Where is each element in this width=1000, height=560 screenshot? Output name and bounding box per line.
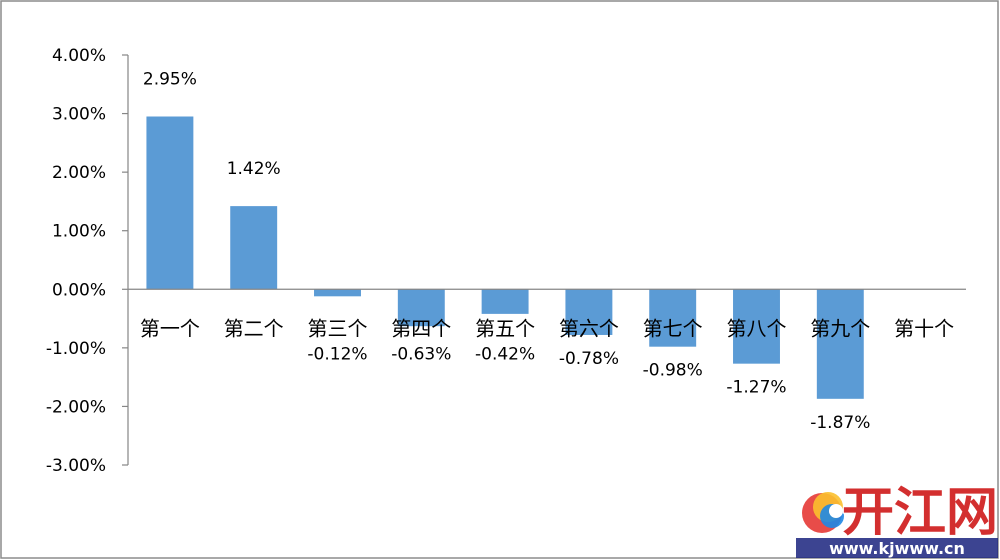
- logo-icon: [802, 492, 844, 533]
- x-category-label: 第八个: [727, 316, 787, 340]
- x-category-label: 第十个: [894, 316, 954, 340]
- bar: [733, 289, 780, 364]
- x-category-label: 第五个: [475, 316, 535, 340]
- data-label: 1.42%: [227, 159, 281, 179]
- y-tick-label: -3.00%: [46, 456, 106, 476]
- data-label: -0.98%: [643, 361, 703, 381]
- watermark-logo: 开江网 www.kjwww.cn: [796, 482, 999, 558]
- y-tick-label: 1.00%: [52, 222, 106, 242]
- y-tick-label: 4.00%: [52, 46, 106, 66]
- data-label: -0.78%: [559, 349, 619, 369]
- y-axis: 4.00% 3.00% 2.00% 1.00% 0.00% -1.00% -2.00% -3.…: [46, 46, 129, 476]
- bar: [230, 206, 278, 290]
- x-category-label: 第九个: [810, 316, 870, 340]
- logo-url: www.kjwww.cn: [829, 539, 965, 558]
- url-backdrop: [796, 538, 998, 558]
- bar: [314, 289, 361, 297]
- y-tick-label: -1.00%: [46, 339, 106, 359]
- bar: [481, 289, 529, 314]
- bar: [649, 289, 697, 347]
- data-labels: 2.95% 1.42% -0.12% -0.63% -0.42% -0.78% -0.98%…: [143, 70, 870, 433]
- y-tick-label: 2.00%: [52, 163, 106, 183]
- x-category-label: 第六个: [559, 316, 619, 340]
- x-category-label: 第二个: [224, 316, 284, 340]
- bar: [397, 289, 445, 327]
- data-label: -1.27%: [726, 378, 786, 398]
- y-tick-label: 0.00%: [52, 280, 106, 300]
- data-label: 2.95%: [143, 70, 197, 90]
- x-category-label: 第七个: [643, 316, 703, 340]
- bar: [816, 289, 864, 399]
- y-tick-label: 3.00%: [52, 105, 106, 125]
- x-category-label: 第一个: [140, 316, 200, 340]
- y-tick-label: -2.00%: [46, 397, 106, 417]
- data-label: -1.87%: [810, 413, 870, 433]
- bar: [146, 116, 194, 290]
- x-category-label: 第四个: [391, 316, 451, 340]
- logo-text: 开江网: [842, 483, 998, 543]
- x-axis: 第一个 第二个 第三个 第四个 第五个 第六个 第七个 第八个 第九个 第十个: [128, 288, 966, 340]
- data-label: -0.42%: [475, 344, 535, 364]
- data-label: -0.63%: [391, 344, 451, 364]
- bars: [146, 116, 864, 399]
- bar: [565, 289, 613, 335]
- data-label: -0.12%: [307, 344, 367, 364]
- x-category-label: 第三个: [308, 316, 368, 340]
